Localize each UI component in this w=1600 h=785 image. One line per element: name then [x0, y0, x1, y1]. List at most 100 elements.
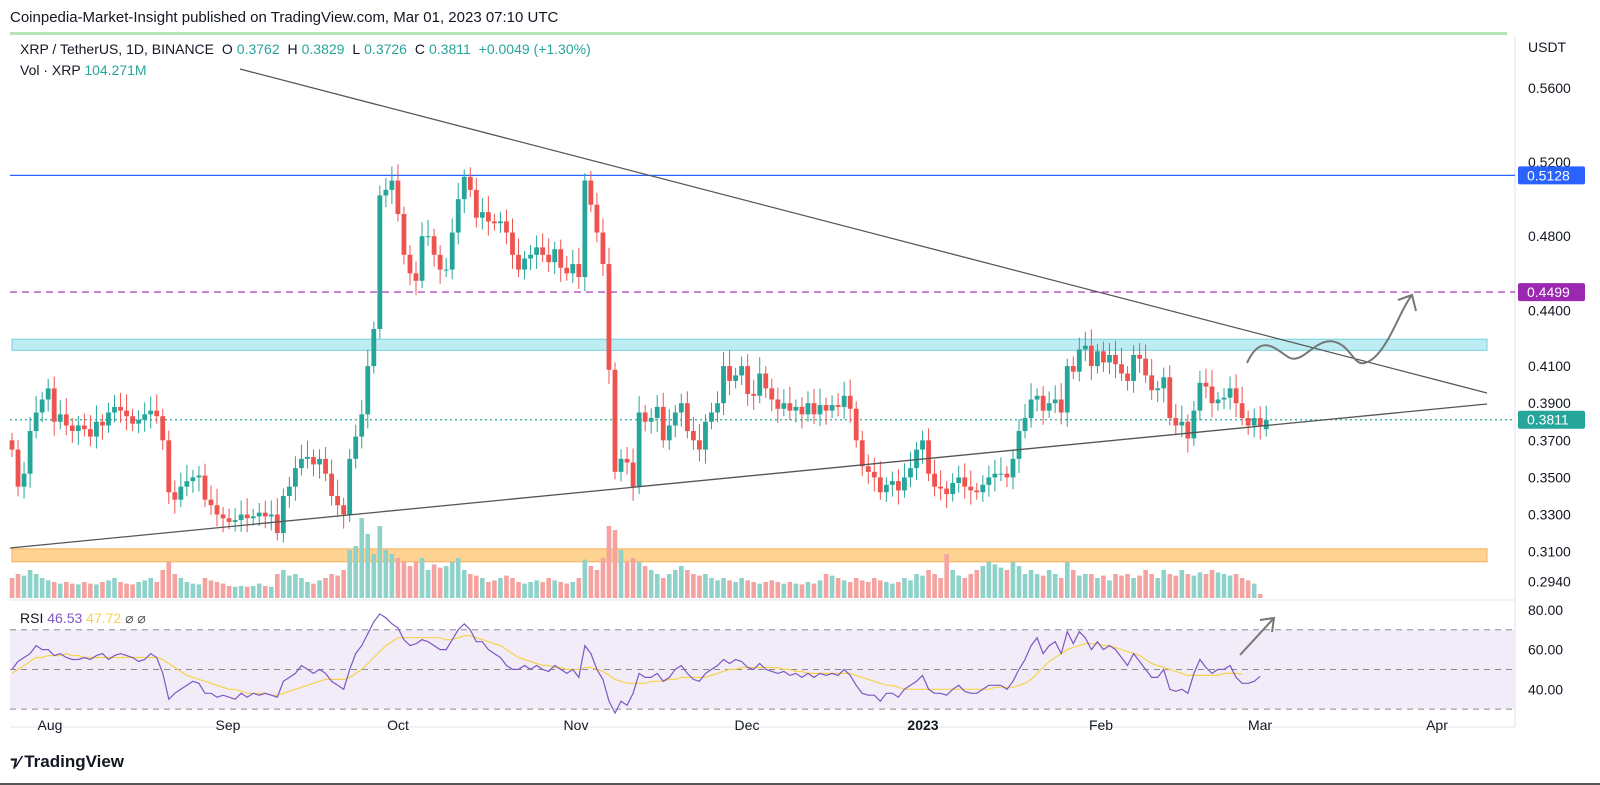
- volume-bar: [94, 584, 99, 598]
- volume-bar: [455, 558, 461, 598]
- volume-bar: [347, 550, 352, 598]
- volume-bar: [1095, 578, 1100, 598]
- volume-bar: [636, 562, 642, 598]
- price-tick-label: 0.3700: [1528, 432, 1571, 448]
- candle-body: [124, 410, 129, 417]
- volume-bar: [118, 582, 123, 598]
- candle-body: [389, 180, 395, 190]
- volume-bar: [1119, 575, 1124, 598]
- tradingview-footer[interactable]: ⁊⁄ TradingView: [10, 752, 124, 772]
- candle-body: [244, 514, 250, 519]
- volume-bar: [884, 582, 889, 598]
- rsi-tick-label: 60.00: [1528, 642, 1563, 658]
- volume-bar: [793, 583, 799, 598]
- candle-body: [21, 473, 27, 487]
- volume-bar: [504, 575, 509, 598]
- candle-body: [853, 408, 859, 441]
- volume-bar: [474, 575, 479, 598]
- volume-bar: [624, 562, 630, 598]
- candle-body: [1251, 418, 1257, 426]
- volume-bar: [130, 584, 135, 598]
- volume-bar: [703, 574, 708, 598]
- volume-bar: [1245, 580, 1251, 598]
- candle-body: [980, 484, 986, 493]
- publish-text: Coinpedia-Market-Insight published on Tr…: [10, 9, 559, 26]
- candle-body: [950, 482, 956, 495]
- volume-bar: [389, 554, 395, 598]
- volume-bar: [594, 570, 600, 598]
- candle-body: [280, 495, 286, 534]
- rsi-label[interactable]: RSI: [20, 610, 44, 626]
- volume-label[interactable]: Vol · XRP: [20, 62, 81, 78]
- candle-body: [274, 514, 280, 534]
- candle-body: [823, 405, 829, 411]
- volume-bar: [443, 566, 449, 598]
- candle-body: [799, 406, 805, 415]
- candle-body: [1058, 399, 1064, 413]
- volume-bar: [281, 570, 286, 598]
- time-tick-label: 2023: [907, 717, 938, 733]
- candle-body: [1070, 366, 1076, 372]
- candle-body: [1095, 351, 1100, 367]
- candle-body: [461, 176, 467, 200]
- volume-bar: [817, 580, 823, 598]
- volume-bar: [1197, 572, 1203, 598]
- volume-bar: [564, 583, 570, 598]
- candle-body: [690, 431, 696, 441]
- candle-body: [407, 254, 413, 274]
- volume-bar: [841, 580, 847, 598]
- candle-body: [45, 388, 51, 400]
- volume-bar: [757, 583, 763, 598]
- symbol-title[interactable]: XRP / TetherUS, 1D, BINANCE: [20, 41, 214, 57]
- rsi-ma-line: [11, 635, 1243, 696]
- candle-body: [1125, 373, 1130, 381]
- volume-bar: [1143, 570, 1148, 598]
- price-tick-label: 0.4100: [1528, 358, 1571, 374]
- volume-bar: [1227, 575, 1233, 598]
- volume-bar: [847, 582, 853, 598]
- candle-body: [733, 375, 738, 381]
- candle-body: [564, 267, 570, 274]
- accent-bar: [10, 32, 1507, 35]
- volume-bar: [805, 582, 811, 598]
- volume-bar: [600, 558, 606, 598]
- candle-body: [787, 403, 793, 411]
- volume-bar: [853, 578, 859, 598]
- candle-body: [697, 440, 702, 450]
- candle-body: [118, 406, 123, 411]
- volume-bar: [986, 562, 992, 598]
- candle-body: [1239, 403, 1245, 419]
- rsi-tick-label: 40.00: [1528, 681, 1563, 697]
- price-tick-label: 0.3900: [1528, 395, 1571, 411]
- volume-bar: [630, 558, 636, 598]
- volume-bar: [1233, 574, 1239, 598]
- volume-bar: [323, 578, 328, 598]
- candle-body: [160, 416, 166, 441]
- candle-body: [341, 505, 347, 515]
- candle-body: [220, 514, 226, 519]
- candle-body: [1034, 395, 1040, 400]
- candle-body: [1167, 377, 1173, 419]
- candle-body: [883, 484, 889, 493]
- rsi-arrow-path: [1239, 617, 1275, 656]
- volume-bar: [962, 578, 968, 598]
- candle-body: [1052, 399, 1058, 404]
- price-chart[interactable]: 0.5600 0.5200 0.4800 0.4400 0.4100 0.3900 0.37…: [0, 0, 1600, 740]
- candle-body: [1022, 418, 1028, 432]
- candle-body: [956, 477, 962, 483]
- volume-bar: [902, 578, 907, 598]
- volume-bar: [1137, 575, 1142, 598]
- candle-body: [437, 254, 443, 270]
- volume-bar: [673, 570, 678, 598]
- candle-body: [763, 373, 769, 389]
- candle-body: [926, 440, 931, 474]
- candle-body: [293, 468, 298, 487]
- candle-body: [1010, 458, 1016, 478]
- volume-bar: [226, 586, 232, 598]
- candle-body: [311, 457, 316, 465]
- candle-body: [208, 499, 214, 506]
- candle-body: [817, 405, 823, 415]
- candle-body: [666, 425, 672, 441]
- volume-bar: [208, 580, 214, 598]
- time-tick-label: Feb: [1089, 717, 1113, 733]
